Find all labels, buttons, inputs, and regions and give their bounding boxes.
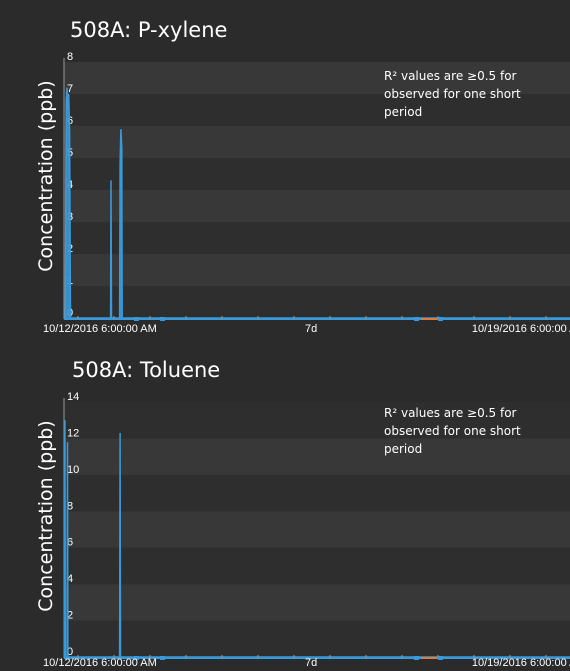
- x-tick-label: 10/12/2016 6:00:00 AM: [43, 323, 157, 335]
- axis-marker: [414, 317, 419, 321]
- chart-title-toluene: 508A: Toluene: [72, 358, 221, 382]
- y-tick-label: 8: [67, 500, 73, 512]
- y-tick-label: 12: [67, 427, 79, 439]
- annotation-line: observed for one short: [384, 87, 521, 101]
- chart-title-pxylene: 508A: P-xylene: [70, 18, 228, 42]
- series-area: [63, 420, 570, 658]
- x-tick-label: 10/19/2016 6:00:00 AM: [472, 323, 570, 335]
- grid-band: [64, 94, 570, 126]
- x-tick-label: 7d: [305, 323, 317, 335]
- grid-band: [64, 402, 570, 439]
- grid-band: [64, 254, 570, 286]
- series-area: [64, 87, 570, 319]
- axis-marker: [438, 656, 443, 660]
- annotation-line: R² values are ≥0.5 for: [384, 406, 517, 420]
- axis-range-marker: [421, 657, 437, 659]
- y-tick-label: 2: [67, 610, 73, 622]
- grid-band: [64, 222, 570, 254]
- y-tick-label: 6: [67, 537, 73, 549]
- y-tick-label: 10: [67, 464, 79, 476]
- axis-marker: [134, 656, 139, 660]
- grid-band: [64, 190, 570, 222]
- y-tick-label: 7: [67, 83, 73, 95]
- axis-marker: [160, 317, 165, 321]
- annotation-line: observed for one short: [384, 424, 521, 438]
- grid-band: [64, 158, 570, 190]
- y-tick-label: 0: [67, 646, 73, 658]
- y-tick-label: 14: [67, 391, 79, 403]
- axis-marker: [438, 317, 443, 321]
- x-tick-label: 10/12/2016 6:00:00 AM: [43, 657, 157, 669]
- x-tick-label: 7d: [305, 657, 317, 669]
- grid-band: [64, 286, 570, 318]
- x-tick-label: 10/19/2016 6:00:00 AM: [472, 657, 570, 669]
- annotation-line: period: [384, 442, 422, 456]
- grid-band: [64, 126, 570, 158]
- grid-band: [64, 474, 570, 512]
- y-tick-label: 8: [67, 51, 73, 63]
- axis-marker: [134, 317, 139, 321]
- grid-band: [64, 584, 570, 621]
- grid-band: [64, 62, 570, 94]
- annotation-line: period: [384, 105, 422, 119]
- annotation-line: R² values are ≥0.5 for: [384, 69, 517, 83]
- y-tick-label: 4: [67, 573, 73, 585]
- grid-band: [64, 547, 570, 585]
- axis-range-marker: [421, 318, 437, 320]
- axis-marker: [414, 656, 419, 660]
- grid-band: [64, 438, 570, 475]
- grid-band: [64, 511, 570, 548]
- grid-band: [64, 620, 570, 657]
- axis-marker: [160, 656, 165, 660]
